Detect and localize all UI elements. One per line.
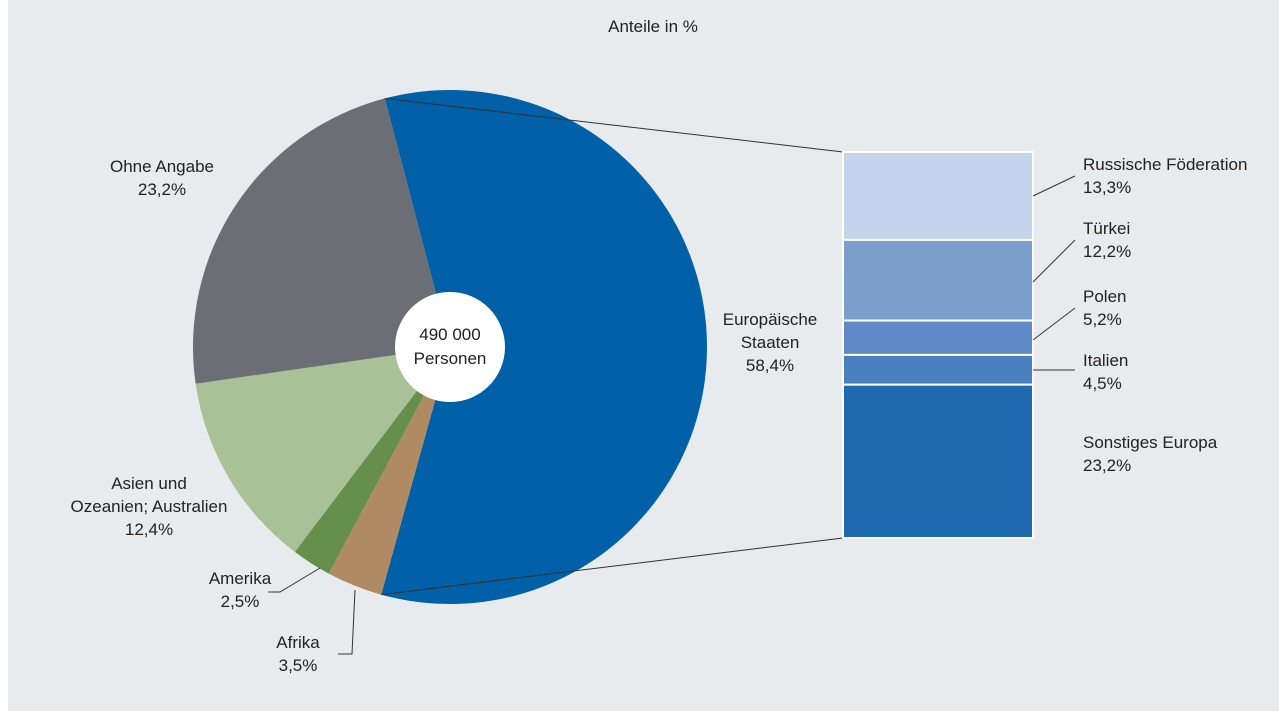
pie-slice-ohne-angabe (193, 98, 450, 384)
bar-segment-polen (842, 319, 1034, 356)
bar-segment-tuerkei (842, 238, 1034, 322)
pie-center-disk (395, 292, 505, 402)
chart-title: Anteile in % (608, 17, 698, 36)
pie-label-afrika-line-1: Afrika (276, 633, 320, 652)
bar-label-tuerkei-line-1: Türkei (1083, 219, 1130, 238)
bar-label-italien-line-2: 4,5% (1083, 374, 1122, 393)
bar-label-polen-line-1: Polen (1083, 287, 1126, 306)
pie-label-europaeische-staaten-line-3: 58,4% (746, 356, 794, 375)
pie-slice-afrika (328, 347, 450, 595)
connector-line-bottom (381, 537, 844, 596)
bar-label-sonstiges-europa-line-1: Sonstiges Europa (1083, 433, 1218, 452)
pie-label-europaeische-staaten-line-2: Staaten (741, 333, 800, 352)
pie-label-amerika-line-2: 2,5% (221, 592, 260, 611)
pie-label-ohne-angabe-line-1: Ohne Angabe (110, 157, 214, 176)
pie-label-asien-und-ozeanien-australien-line-1: Asien und (111, 474, 187, 493)
bar-label-tuerkei-line-2: 12,2% (1083, 242, 1131, 261)
center-label-line-1: 490 000 (419, 325, 480, 344)
center-label-line-2: Personen (414, 349, 487, 368)
bar-segment-italien (842, 353, 1034, 386)
bar-label-russische-foederation-line-1: Russische Föderation (1083, 155, 1247, 174)
bar-segment-sonstiges-europa (842, 383, 1034, 539)
bar-segment-russische-foederation (842, 151, 1034, 241)
pie-label-asien-und-ozeanien-australien-line-2: Ozeanien; Australien (71, 497, 228, 516)
bar-label-italien-line-1: Italien (1083, 351, 1128, 370)
pie-slice-europaeische-staaten (381, 89, 708, 604)
bar-label-polen-line-2: 5,2% (1083, 310, 1122, 329)
pie-label-ohne-angabe-line-2: 23,2% (138, 180, 186, 199)
pie-label-afrika-line-2: 3,5% (279, 656, 318, 675)
bar-label-russische-foederation-line-2: 13,3% (1083, 178, 1131, 197)
bar-label-sonstiges-europa-line-2: 23,2% (1083, 456, 1131, 475)
bar-leader-line-tuerkei (1032, 239, 1076, 283)
connector-line-top (384, 97, 844, 153)
pie-label-asien-und-ozeanien-australien-line-3: 12,4% (125, 520, 173, 539)
leader-line-afrika (338, 589, 356, 655)
leader-line-amerika (268, 567, 321, 593)
pie-slice-amerika (294, 347, 450, 574)
pie-label-europaeische-staaten-line-1: Europäische (723, 310, 818, 329)
pie-slice-asien-und-ozeanien-australien (195, 347, 450, 552)
bar-leader-line-russische-foederation (1032, 175, 1076, 197)
bar-leader-line-polen (1032, 307, 1076, 341)
pie-label-amerika-line-1: Amerika (209, 569, 272, 588)
